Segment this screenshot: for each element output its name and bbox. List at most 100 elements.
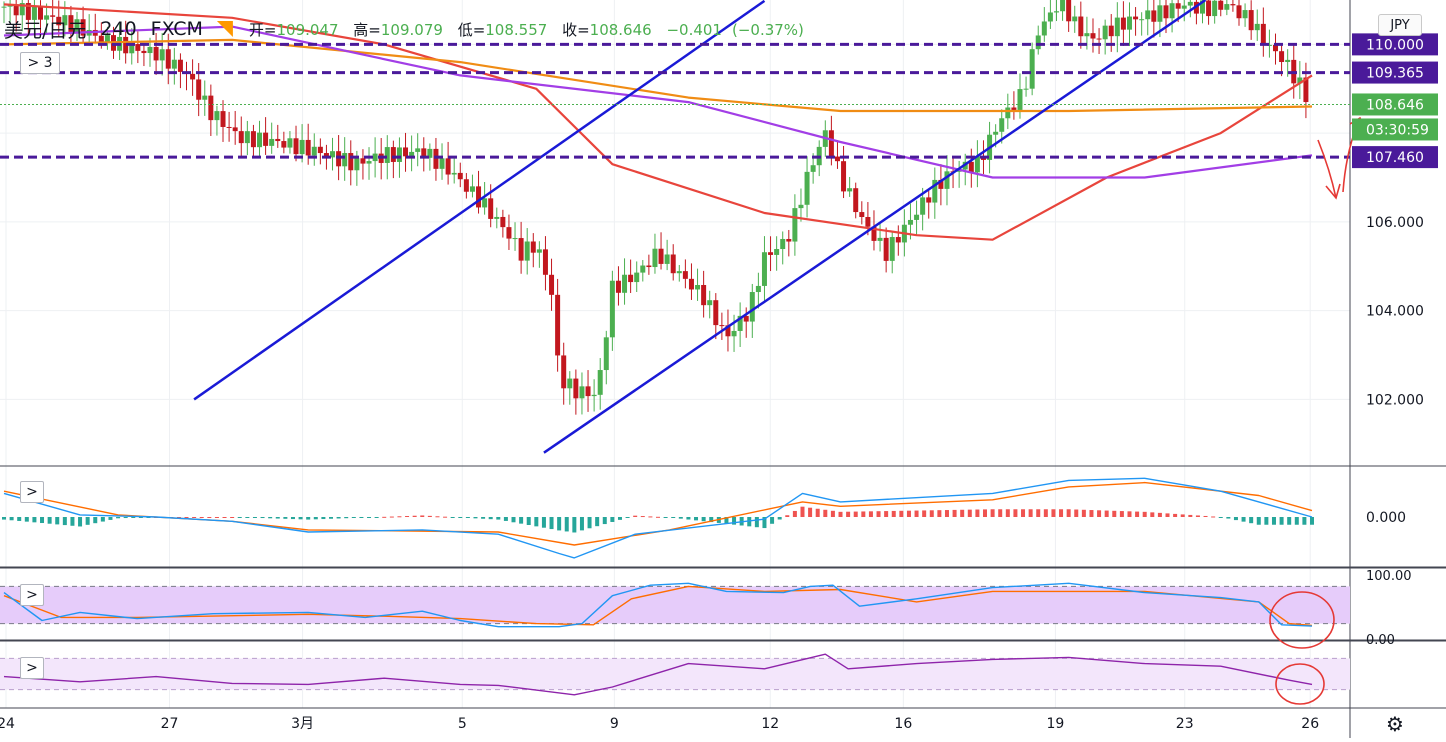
macd-histogram-bar [17, 517, 22, 521]
candle-body [366, 161, 372, 164]
candle-body [427, 148, 433, 158]
macd-histogram-bar [770, 517, 775, 524]
macd-histogram-bar [1226, 517, 1231, 519]
timeframe[interactable]: 240 [100, 18, 137, 40]
osc-legend-toggle[interactable]: > [20, 657, 44, 679]
candle-body [938, 179, 944, 189]
macd-histogram-bar [313, 517, 318, 520]
candle-body [1163, 5, 1169, 19]
candle-body [914, 214, 920, 220]
candle-body [707, 300, 713, 306]
macd-histogram-bar [420, 515, 425, 517]
macd-histogram-bar [1104, 510, 1109, 517]
candle-body [1254, 23, 1260, 31]
candle-body [725, 325, 731, 337]
currency-badge[interactable]: JPY [1378, 14, 1422, 36]
macd-histogram-bar [1036, 509, 1041, 517]
macd-histogram-bar [906, 510, 911, 517]
rsi-band [0, 586, 1350, 624]
channel-trendline [193, 0, 766, 401]
macd-legend-toggle[interactable]: > [20, 481, 44, 503]
candle-body [1072, 16, 1078, 22]
candle-body [573, 378, 579, 399]
candle-body [165, 49, 171, 69]
macd-histogram-bar [222, 517, 227, 518]
low-label: 低= [457, 20, 486, 39]
candle-body [56, 16, 62, 26]
time-tick-label: 12 [761, 716, 779, 732]
rsi-legend-toggle[interactable]: > [20, 584, 44, 606]
candle-body [676, 271, 682, 274]
candle-body [1108, 25, 1114, 37]
macd-histogram-bar [1310, 517, 1314, 525]
macd-histogram-bar [1241, 517, 1246, 522]
candle-body [1011, 107, 1017, 110]
legend-toggle-button[interactable]: > 3 [20, 52, 60, 74]
candle-body [1114, 17, 1120, 37]
candle-body [1248, 10, 1254, 31]
candle-body [549, 274, 555, 295]
price-label-text: 03:30:59 [1366, 122, 1429, 138]
macd-histogram-bar [975, 509, 980, 517]
macd-histogram-bar [230, 517, 235, 518]
candle-body [500, 216, 506, 228]
macd-histogram-bar [1279, 517, 1284, 525]
macd-histogram-bar [306, 517, 311, 520]
candle-body [1060, 0, 1066, 12]
macd-histogram-bar [686, 517, 691, 520]
macd-histogram-bar [397, 516, 402, 518]
macd-histogram-bar [838, 511, 843, 517]
candle-body [1157, 5, 1163, 22]
candle-body [974, 156, 980, 173]
candle-body [999, 118, 1005, 132]
macd-histogram-bar [777, 517, 782, 520]
macd-histogram-bar [237, 517, 242, 518]
candle-body [171, 59, 177, 69]
macd-histogram-bar [929, 510, 934, 517]
candle-body [147, 46, 153, 54]
gear-icon[interactable]: ⚙ [1386, 712, 1404, 736]
macd-histogram-bar [967, 509, 972, 517]
candle-body [701, 284, 707, 306]
macd-histogram-bar [815, 508, 820, 517]
macd-histogram-bar [389, 516, 394, 518]
symbol-name[interactable]: 美元/日元 [4, 19, 87, 42]
macd-histogram-bar [602, 517, 607, 525]
candle-body [670, 254, 676, 274]
macd-histogram-bar [47, 517, 52, 524]
macd-histogram-bar [587, 517, 592, 529]
candle-body [275, 138, 281, 142]
macd-histogram-bar [9, 517, 14, 521]
candle-body [761, 252, 767, 286]
osc-line [3, 653, 1313, 696]
macd-histogram-bar [519, 517, 524, 524]
candle-body [640, 265, 646, 273]
candle-body [1181, 5, 1187, 9]
candle-body [433, 148, 439, 169]
candle-body [104, 35, 110, 43]
price-label-text: 109.365 [1366, 66, 1424, 82]
candle-body [634, 272, 640, 283]
macd-histogram-bar [944, 510, 949, 517]
macd-histogram-bar [884, 511, 889, 517]
candle-body [920, 197, 926, 215]
drawn-circle [1275, 663, 1325, 705]
candle-body [567, 378, 573, 389]
candle-body [305, 139, 311, 156]
candle-body [1078, 16, 1084, 37]
macd-histogram-bar [443, 516, 448, 518]
candle-body [591, 394, 597, 397]
candle-body [792, 208, 798, 242]
candle-body [1145, 10, 1151, 20]
macd-histogram-bar [85, 517, 90, 525]
candle-body [774, 249, 780, 255]
price-tick-label: 102.000 [1366, 392, 1424, 408]
macd-histogram-bar [541, 517, 546, 528]
candle-body [1242, 10, 1248, 19]
candle-body [622, 274, 628, 293]
candle-body [25, 3, 31, 20]
candle-body [354, 158, 360, 171]
candle-body [141, 50, 147, 54]
